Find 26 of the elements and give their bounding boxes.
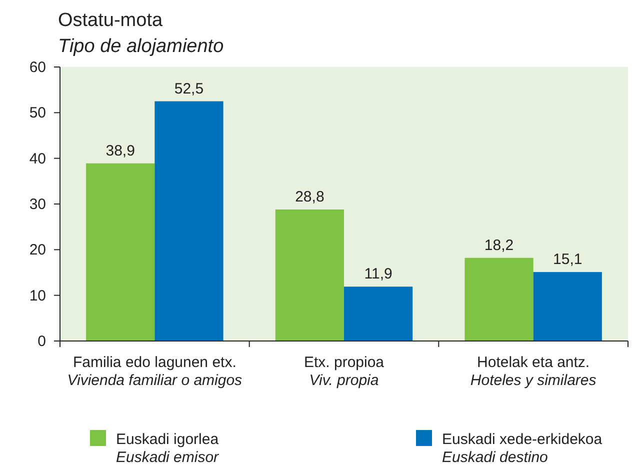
y-tick-label: 0 xyxy=(38,333,46,350)
y-tick-label: 60 xyxy=(29,59,46,76)
data-label: 52,5 xyxy=(174,80,204,98)
bar xyxy=(533,272,602,341)
x-tick-label: Familia edo lagunen etx. Vivienda familiar o amigos xyxy=(67,354,243,389)
chart-subtitle: Tipo de alojamiento xyxy=(58,36,224,57)
y-tick-label: 40 xyxy=(29,150,46,168)
y-tick-label: 50 xyxy=(29,104,46,122)
bar xyxy=(344,286,413,341)
legend-label: Euskadi igorlea Euskadi emisor xyxy=(116,431,220,466)
x-tick-label: Etx. propioa Viv. propia xyxy=(304,354,385,389)
bar xyxy=(464,258,534,341)
bar xyxy=(86,163,155,341)
bar xyxy=(275,209,344,341)
data-label: 11,9 xyxy=(364,266,392,283)
data-label: 15,1 xyxy=(553,251,582,268)
legend-label: Euskadi xede-erkidekoa Euskadi destino xyxy=(442,431,603,466)
x-tick-label: Hotelak eta antz. Hoteles y similares xyxy=(470,354,597,389)
y-tick-label: 10 xyxy=(29,287,46,304)
data-label: 18,2 xyxy=(484,236,514,254)
data-label: 38,9 xyxy=(106,142,135,160)
data-label: 28,8 xyxy=(295,188,324,206)
y-tick-label: 30 xyxy=(29,196,46,213)
y-tick-label: 20 xyxy=(29,242,46,259)
chart-title: Ostatu-mota xyxy=(58,10,163,31)
bar xyxy=(154,101,224,341)
